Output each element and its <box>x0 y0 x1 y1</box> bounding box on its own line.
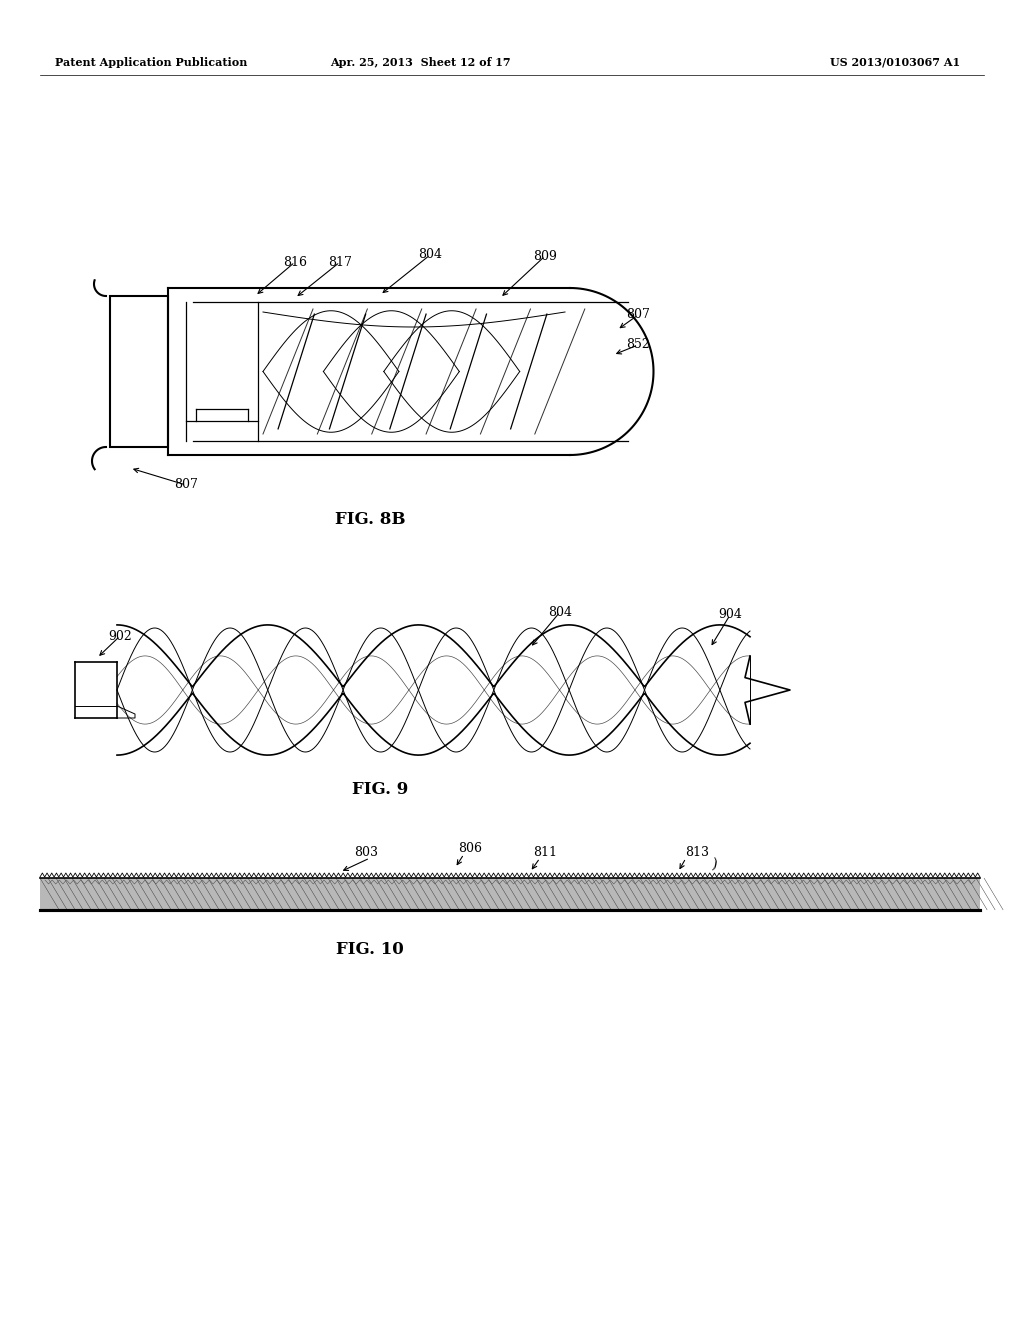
Text: FIG. 9: FIG. 9 <box>352 781 409 799</box>
Text: 809: 809 <box>534 249 557 263</box>
Text: 904: 904 <box>718 609 742 622</box>
Text: 803: 803 <box>354 846 378 858</box>
Text: FIG. 8B: FIG. 8B <box>335 511 406 528</box>
Text: ): ) <box>710 857 718 871</box>
Text: 811: 811 <box>534 846 557 858</box>
Text: 852: 852 <box>626 338 650 351</box>
Text: 902: 902 <box>109 630 132 643</box>
Text: 804: 804 <box>548 606 572 619</box>
Text: 807: 807 <box>174 479 198 491</box>
Text: 813: 813 <box>685 846 709 858</box>
Polygon shape <box>40 878 980 909</box>
Text: 806: 806 <box>458 842 482 854</box>
Text: 817: 817 <box>328 256 352 268</box>
Text: US 2013/0103067 A1: US 2013/0103067 A1 <box>829 57 961 67</box>
Text: FIG. 10: FIG. 10 <box>336 941 403 958</box>
Text: Patent Application Publication: Patent Application Publication <box>55 57 248 67</box>
Text: 816: 816 <box>283 256 307 268</box>
Text: Apr. 25, 2013  Sheet 12 of 17: Apr. 25, 2013 Sheet 12 of 17 <box>330 57 510 67</box>
Text: 807: 807 <box>626 309 650 322</box>
Text: 804: 804 <box>418 248 442 261</box>
